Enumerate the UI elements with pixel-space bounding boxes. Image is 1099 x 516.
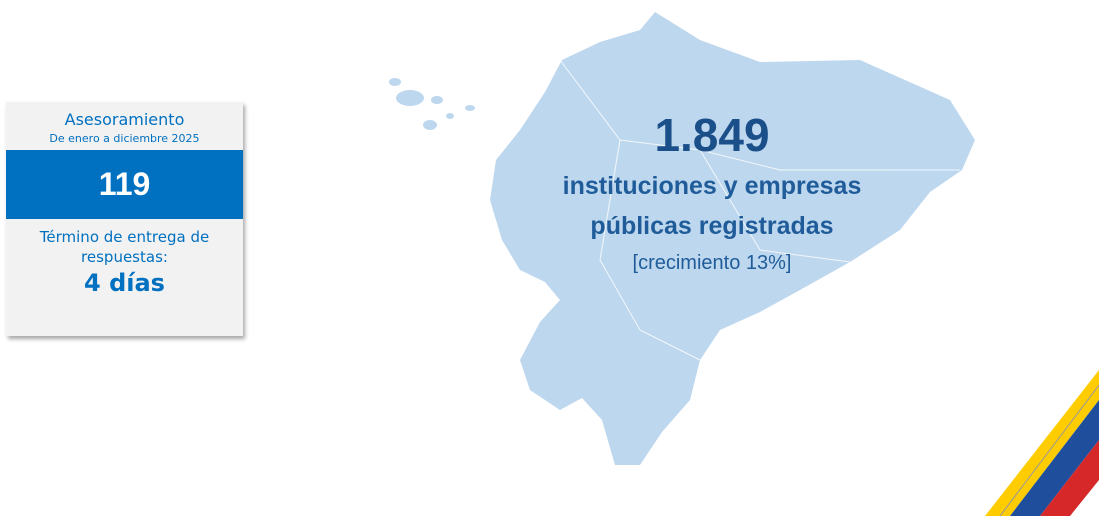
map-number: 1.849	[654, 109, 770, 161]
term-value: 4 días	[84, 269, 165, 297]
term-label-line: respuestas:	[81, 248, 168, 266]
card-subtitle: De enero a diciembre 2025	[49, 132, 200, 145]
map-ecuador	[389, 12, 975, 465]
map-borders	[559, 59, 960, 361]
info-card: Asesoramiento De enero a diciembre 2025 …	[6, 102, 243, 336]
corner-stripes	[985, 370, 1099, 516]
term-label: Término de entrega de respuestas:	[6, 227, 243, 267]
term-label-line: Término de entrega de	[39, 228, 210, 246]
map-description: instituciones y empresas	[562, 172, 862, 200]
map-growth: [crecimiento 13%]	[632, 252, 792, 274]
map-description: públicas registradas	[590, 212, 834, 240]
card-number: 119	[6, 150, 243, 219]
card-title: Asesoramiento	[64, 110, 185, 129]
